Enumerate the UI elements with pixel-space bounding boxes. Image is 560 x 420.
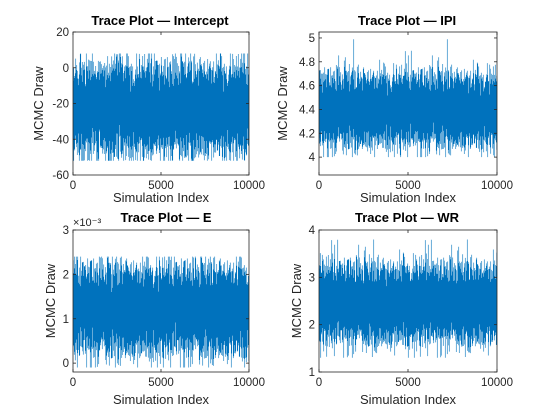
x-tick-label: 10000 xyxy=(481,180,513,192)
subplot-ipi: Trace Plot — IPI Simulation Index MCMC D… xyxy=(275,13,513,205)
y-tick-label: -20 xyxy=(52,99,69,111)
y-tick-label: 4.8 xyxy=(299,57,315,69)
y-tick-label: 4 xyxy=(309,225,316,237)
y-axis-label: MCMC Draw xyxy=(43,263,58,338)
x-tick-label: 5000 xyxy=(148,180,174,192)
y-tick-label: 3 xyxy=(309,272,315,284)
y-tick-label: 2 xyxy=(309,320,315,332)
y-tick-label: 5 xyxy=(309,33,315,45)
y-tick-label: 0 xyxy=(63,63,69,75)
x-tick-label: 0 xyxy=(316,377,322,389)
x-tick-label: 10000 xyxy=(481,377,513,389)
y-tick-label: -60 xyxy=(52,170,69,182)
x-axis-label: Simulation Index xyxy=(113,190,210,205)
x-tick-label: 5000 xyxy=(148,377,174,389)
y-tick-label: 2 xyxy=(63,269,69,281)
y-tick-label: 0 xyxy=(63,358,69,370)
subplot-intercept: Trace Plot — Intercept Simulation Index … xyxy=(31,13,265,205)
x-axis-label: Simulation Index xyxy=(113,392,210,407)
subplot-wr: Trace Plot — WR Simulation Index MCMC Dr… xyxy=(289,210,513,407)
x-tick-label: 5000 xyxy=(395,180,421,192)
y-axis-label: MCMC Draw xyxy=(275,66,290,141)
y-tick-label: 1 xyxy=(309,367,315,379)
x-tick-label: 10000 xyxy=(233,377,265,389)
chart-title: Trace Plot — E xyxy=(120,210,211,225)
x-axis-label: Simulation Index xyxy=(360,392,457,407)
y-tick-label: 3 xyxy=(63,225,69,237)
chart-title: Trace Plot — WR xyxy=(355,210,460,225)
x-tick-label: 0 xyxy=(70,377,76,389)
y-tick-label: 20 xyxy=(56,27,69,39)
x-tick-label: 5000 xyxy=(395,377,421,389)
x-tick-label: 0 xyxy=(70,180,76,192)
y-tick-label: 4.6 xyxy=(299,81,315,93)
chart-title: Trace Plot — Intercept xyxy=(91,13,229,28)
x-tick-label: 0 xyxy=(316,180,322,192)
y-tick-label: 1 xyxy=(63,314,69,326)
x-axis-label: Simulation Index xyxy=(360,190,457,205)
y-exponent-label: ×10⁻³ xyxy=(73,217,101,229)
x-tick-label: 10000 xyxy=(233,180,265,192)
y-axis-label: MCMC Draw xyxy=(31,66,46,141)
chart-title: Trace Plot — IPI xyxy=(358,13,456,28)
y-tick-label: 4 xyxy=(309,152,316,164)
y-tick-label: -40 xyxy=(52,134,69,146)
y-tick-label: 4.2 xyxy=(299,128,315,140)
subplot-e: Trace Plot — E Simulation Index MCMC Dra… xyxy=(43,210,265,407)
y-axis-label: MCMC Draw xyxy=(289,263,304,338)
y-tick-label: 4.4 xyxy=(299,104,316,116)
